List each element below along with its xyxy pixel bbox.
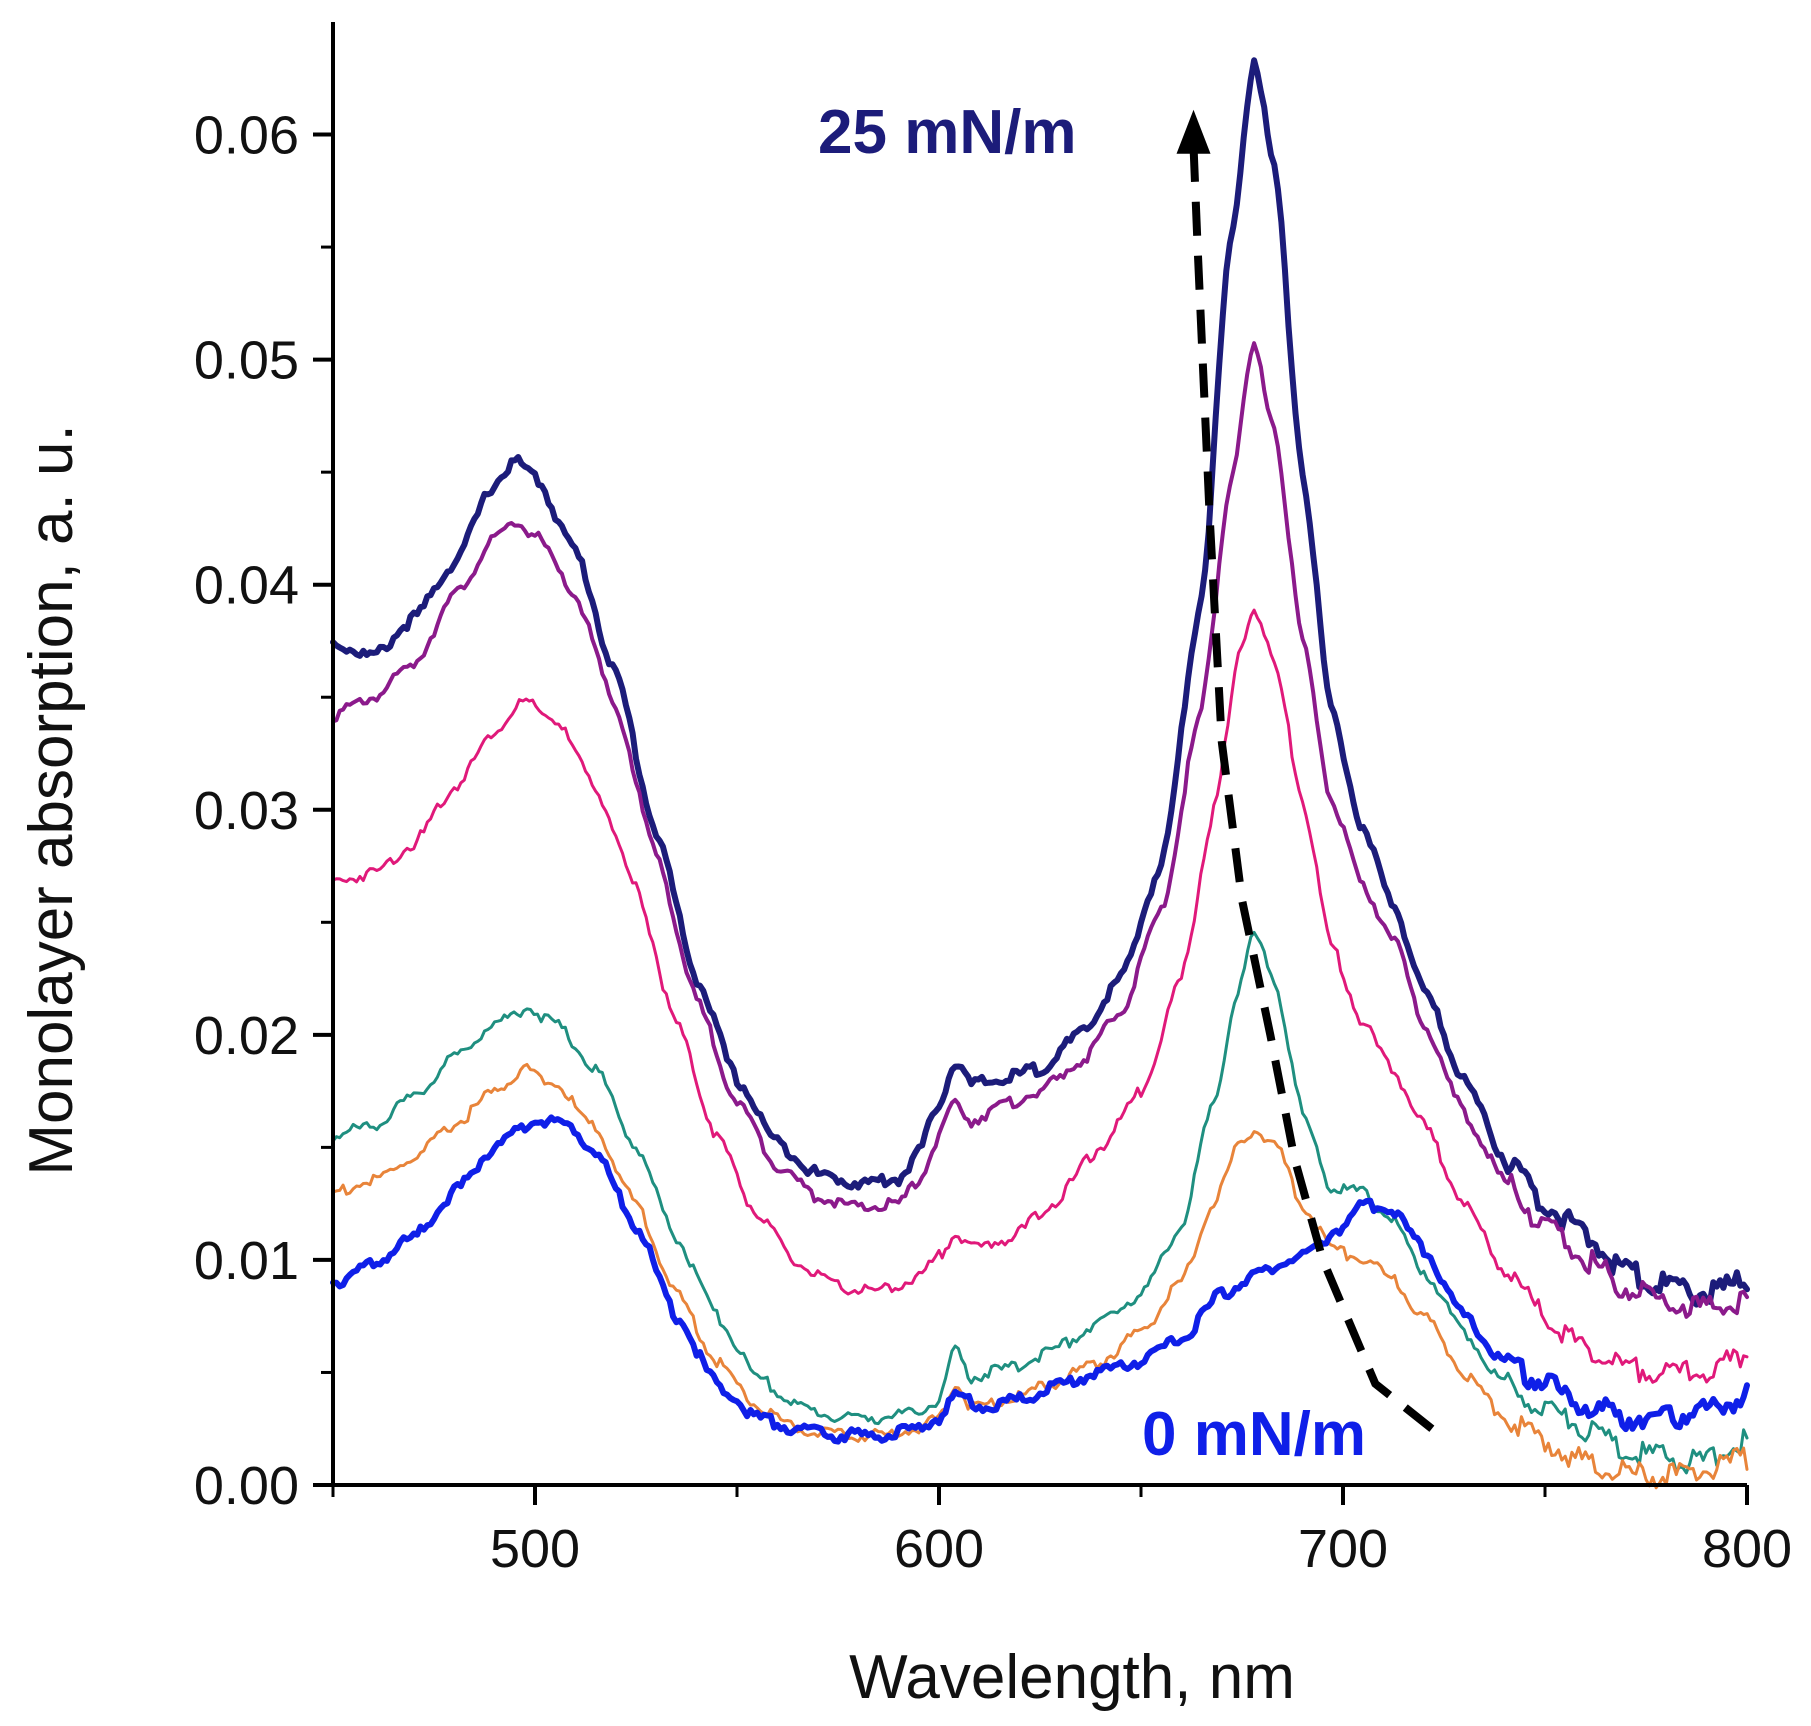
y-tick-label: 0.03 (194, 781, 299, 841)
axes (313, 22, 1749, 1505)
x-tick-label: 800 (1702, 1519, 1792, 1579)
pressure-arrow (1176, 109, 1435, 1432)
y-axis-title: Monolayer absorption, a. u. (17, 424, 86, 1175)
y-tick-label: 0.05 (194, 331, 299, 391)
series-line-15-mn-m (331, 608, 1749, 1384)
y-tick-label: 0.01 (194, 1231, 299, 1291)
arrow-shaft (1189, 145, 1435, 1432)
series-layer (330, 57, 1750, 1490)
tick-labels: 500 600 700 800 0.00 0.01 0.02 0.03 0.04 0.05 0.06 (194, 106, 1792, 1579)
arrow-head (1176, 109, 1211, 154)
x-tick-label: 700 (1298, 1519, 1388, 1579)
y-tick-label: 0.00 (194, 1456, 299, 1516)
x-tick-label: 500 (490, 1519, 580, 1579)
series-line-0-mn-m (330, 1114, 1750, 1445)
y-tick-label: 0.06 (194, 106, 299, 166)
x-tick-label: 600 (894, 1519, 984, 1579)
series-line-5-mn-m (331, 1062, 1749, 1490)
y-tick-label: 0.04 (194, 556, 299, 616)
bottom-label-0-mn: 0 mN/m (1142, 1400, 1366, 1469)
series-line-10-mn-m (331, 930, 1749, 1475)
series-line-25-mn-m (330, 57, 1750, 1308)
x-axis-title: Wavelength, nm (849, 1643, 1295, 1712)
y-tick-label: 0.02 (194, 1006, 299, 1066)
top-label-25-mn: 25 mN/m (818, 98, 1076, 167)
series-line-20-mn-m (331, 341, 1749, 1319)
